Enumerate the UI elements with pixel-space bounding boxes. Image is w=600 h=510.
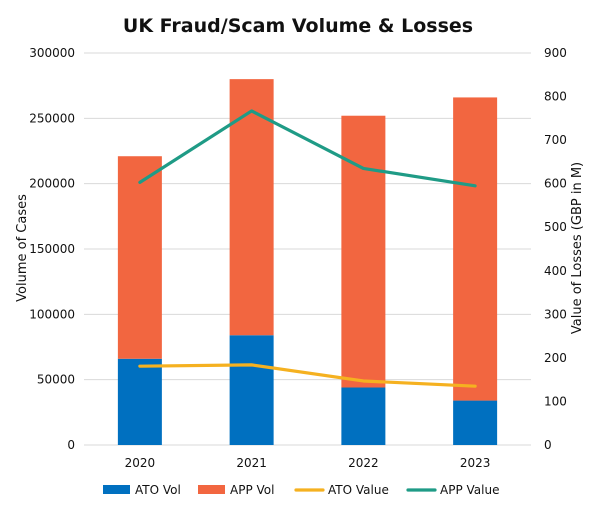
bar-app-vol [341, 115, 386, 388]
line-app-value [138, 109, 477, 188]
right-tick-label: 900 [544, 46, 567, 60]
lines [138, 109, 477, 388]
right-tick-label: 400 [544, 264, 567, 278]
left-tick-label: 200000 [29, 177, 75, 191]
legend-swatch-app-vol [198, 485, 225, 494]
legend-label-ato-vol: ATO Vol [135, 483, 181, 497]
x-tick-label: 2021 [236, 456, 267, 470]
right-tick-label: 600 [544, 177, 567, 191]
right-axis-ticks: 0 100 200 300 400 500 600 700 800 900 [544, 46, 567, 452]
x-tick-label: 2023 [460, 456, 491, 470]
right-tick-label: 800 [544, 90, 567, 104]
bar-ato-vol [229, 335, 274, 445]
bar-app-vol [453, 97, 498, 401]
legend-label-app-vol: APP Vol [230, 483, 274, 497]
left-axis-ticks: 0 50000 100000 150000 200000 250000 300000 [29, 46, 75, 452]
x-tick-label: 2022 [348, 456, 379, 470]
left-tick-label: 300000 [29, 46, 75, 60]
line-ato-value [138, 363, 477, 388]
left-tick-label: 0 [67, 438, 75, 452]
left-tick-label: 100000 [29, 307, 75, 321]
legend-swatch-ato-vol [103, 485, 130, 494]
bar-ato-vol [341, 387, 386, 445]
left-tick-label: 150000 [29, 242, 75, 256]
left-tick-label: 50000 [37, 373, 75, 387]
bar-ato-vol [453, 400, 498, 445]
legend-label-app-value: APP Value [440, 483, 499, 497]
right-tick-label: 300 [544, 307, 567, 321]
right-axis-title: Value of Losses (GBP in M) [570, 162, 585, 334]
bars [117, 79, 498, 445]
right-tick-label: 100 [544, 394, 567, 408]
bar-app-vol [117, 156, 162, 359]
right-tick-label: 200 [544, 351, 567, 365]
right-tick-label: 700 [544, 133, 567, 147]
x-tick-label: 2020 [125, 456, 156, 470]
right-tick-label: 0 [544, 438, 552, 452]
x-axis-ticks: 2020 2021 2022 2023 [125, 456, 491, 470]
legend: ATO Vol APP Vol ATO Value APP Value [103, 483, 499, 497]
chart-title: UK Fraud/Scam Volume & Losses [123, 15, 473, 37]
bar-ato-vol [117, 358, 162, 445]
legend-label-ato-value: ATO Value [328, 483, 389, 497]
right-tick-label: 500 [544, 220, 567, 234]
left-tick-label: 250000 [29, 111, 75, 125]
left-axis-title: Volume of Cases [15, 194, 30, 302]
